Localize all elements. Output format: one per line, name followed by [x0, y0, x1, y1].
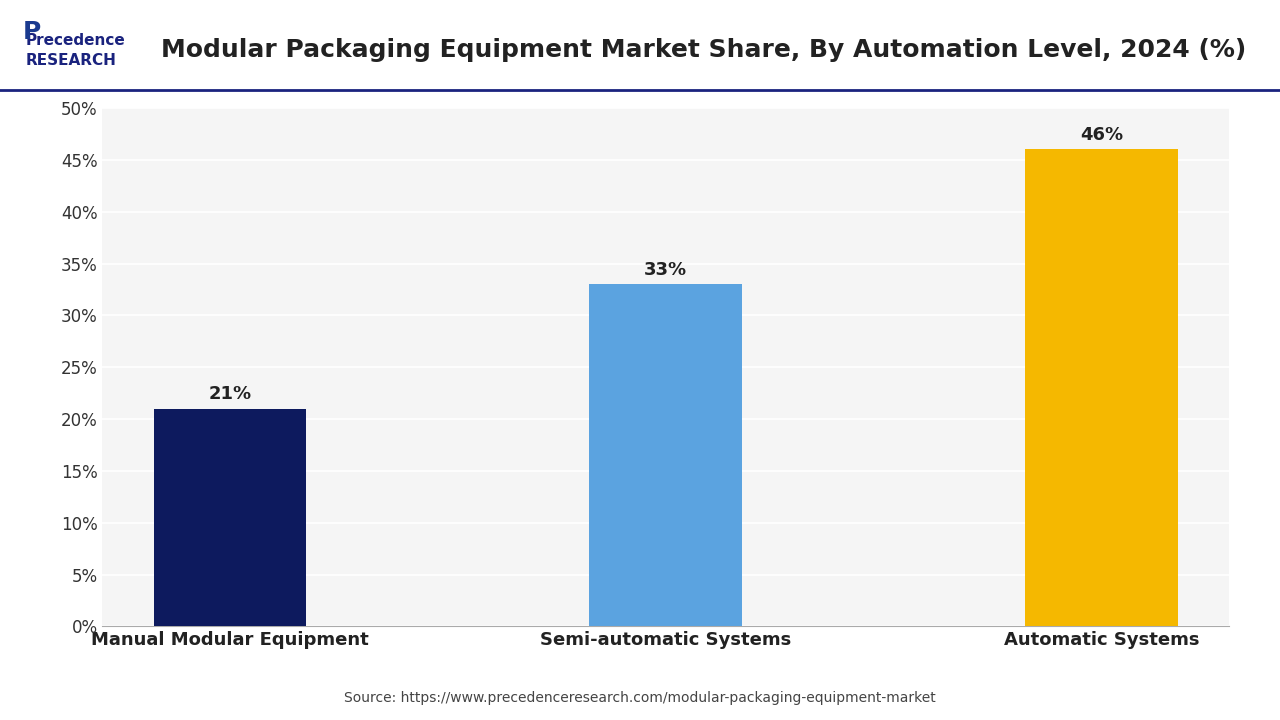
- Text: 46%: 46%: [1080, 126, 1123, 144]
- Text: Modular Packaging Equipment Market Share, By Automation Level, 2024 (%): Modular Packaging Equipment Market Share…: [161, 38, 1247, 63]
- Text: 33%: 33%: [644, 261, 687, 279]
- Bar: [589, 284, 742, 626]
- Text: Source: https://www.precedenceresearch.com/modular-packaging-equipment-market: Source: https://www.precedenceresearch.c…: [344, 691, 936, 706]
- Bar: [1025, 150, 1178, 626]
- Text: 21%: 21%: [209, 385, 251, 403]
- Bar: [154, 409, 306, 626]
- Text: P: P: [23, 20, 41, 45]
- Text: Precedence
RESEARCH: Precedence RESEARCH: [26, 33, 125, 68]
